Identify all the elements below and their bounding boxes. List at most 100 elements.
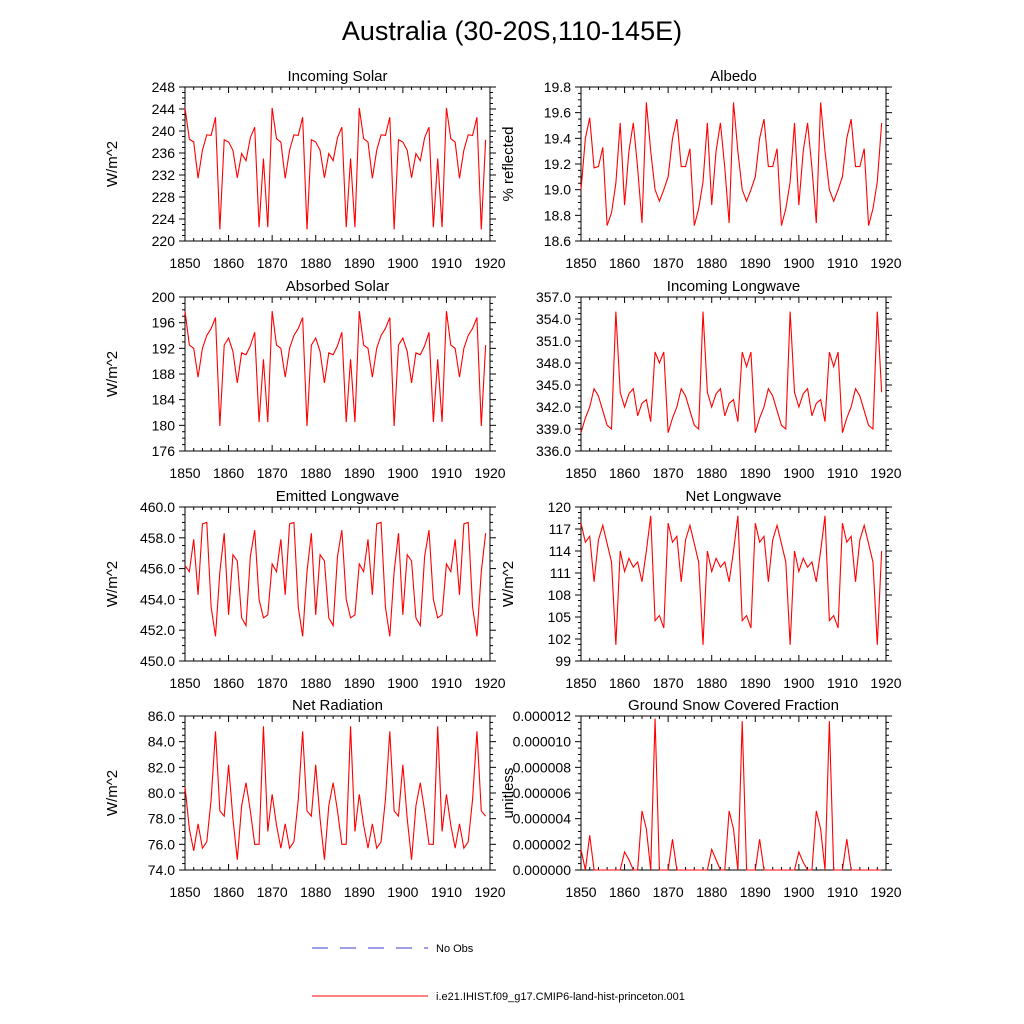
y-axis-label: W/m^2 [104,141,121,187]
y-tick-label: 86.0 [148,708,175,724]
x-tick-label: 1880 [696,675,727,691]
panel-title: Net Radiation [292,697,383,714]
x-tick-label: 1860 [609,255,640,271]
y-tick-label: 456.0 [140,561,175,577]
legend-no-obs-label: No Obs [436,943,474,955]
x-tick-label: 1870 [257,465,288,481]
x-tick-label: 1920 [870,465,901,481]
panel-title: Incoming Longwave [667,278,800,295]
y-tick-label: 188 [152,366,176,382]
panel: Net Longwave 1850 1860 1870 1880 1890 1900 1910… [500,488,902,691]
x-tick-label: 1890 [344,884,375,900]
y-tick-label: 84.0 [148,734,175,750]
y-tick-label: 19.6 [544,105,571,121]
x-tick-label: 1870 [257,675,288,691]
panel-title: Net Longwave [686,488,782,505]
y-tick-label: 240 [152,123,176,139]
y-tick-label: 18.6 [544,233,571,249]
x-tick-label: 1880 [696,255,727,271]
x-tick-label: 1850 [169,884,200,900]
x-tick-label: 1910 [827,465,858,481]
y-tick-label: 102 [548,631,572,647]
y-tick-label: 74.0 [148,862,175,878]
x-tick-label: 1910 [431,884,462,900]
x-tick-label: 1850 [169,255,200,271]
x-tick-label: 1880 [300,675,331,691]
x-tick-label: 1850 [565,465,596,481]
y-tick-label: 224 [152,211,176,227]
plot-frame [580,715,887,871]
y-axis-label: W/m^2 [104,561,121,607]
y-tick-label: 200 [152,289,176,305]
x-tick-label: 1920 [474,255,505,271]
x-tick-label: 1900 [783,675,814,691]
y-axis-label: W/m^2 [104,770,121,816]
y-tick-label: 357.0 [536,289,571,305]
y-tick-label: 248 [152,79,176,95]
x-tick-label: 1860 [213,884,244,900]
y-tick-label: 232 [152,167,176,183]
x-tick-label: 1910 [827,255,858,271]
panel: Absorbed Solar 1850 1860 1870 1880 1890 1900 19… [104,278,506,481]
x-tick-label: 1920 [870,255,901,271]
x-tick-label: 1890 [344,675,375,691]
x-tick-label: 1860 [609,884,640,900]
y-tick-label: 336.0 [536,443,571,459]
x-tick-label: 1900 [783,465,814,481]
y-tick-label: 117 [549,521,572,537]
y-axis-label: W/m^2 [104,351,121,397]
legend: No Obs i.e21.IHIST.f09_g17.CMIP6-land-hi… [312,943,685,1003]
y-tick-label: 458.0 [140,530,175,546]
y-tick-label: 19.8 [544,79,571,95]
x-tick-label: 1900 [783,255,814,271]
x-tick-label: 1920 [870,884,901,900]
x-tick-label: 1870 [653,255,684,271]
y-tick-label: 244 [152,101,176,117]
x-tick-label: 1880 [696,884,727,900]
x-tick-label: 1850 [565,675,596,691]
x-tick-label: 1870 [257,884,288,900]
y-axis-label: unitless [500,768,517,819]
y-tick-label: 196 [152,315,176,331]
series-line [184,726,487,860]
x-tick-label: 1920 [870,675,901,691]
y-tick-label: 345.0 [536,377,571,393]
x-tick-label: 1900 [387,255,418,271]
series-line [184,107,487,230]
y-tick-label: 0.000000 [513,862,572,878]
y-tick-label: 0.000012 [513,708,572,724]
y-tick-label: 76.0 [148,836,175,852]
panel-title: Emitted Longwave [276,488,399,505]
panel-title: Absorbed Solar [286,278,389,295]
y-tick-label: 0.000008 [513,759,572,775]
y-tick-label: 19.4 [544,130,571,146]
y-tick-label: 228 [152,189,176,205]
y-tick-label: 18.8 [544,207,571,223]
y-tick-label: 460.0 [140,499,175,515]
y-tick-label: 0.000002 [513,836,572,852]
x-tick-label: 1910 [431,675,462,691]
x-tick-label: 1870 [257,255,288,271]
series-line [580,515,883,645]
x-tick-label: 1890 [344,465,375,481]
y-tick-label: 0.000010 [513,734,572,750]
y-tick-label: 111 [550,565,571,581]
y-tick-label: 108 [548,587,572,603]
y-tick-label: 180 [152,417,176,433]
x-tick-label: 1910 [431,465,462,481]
panel: Ground Snow Covered Fraction 1850 1860 1870… [500,697,902,900]
x-tick-label: 1850 [565,884,596,900]
y-tick-label: 192 [152,340,176,356]
x-tick-label: 1910 [827,884,858,900]
x-tick-label: 1880 [300,465,331,481]
series-line [184,521,487,637]
x-tick-label: 1880 [300,255,331,271]
x-tick-label: 1890 [740,675,771,691]
panel-title: Incoming Solar [287,68,387,85]
series-line [580,718,882,871]
y-tick-label: 454.0 [140,591,175,607]
x-tick-label: 1880 [300,884,331,900]
y-tick-label: 351.0 [536,333,571,349]
y-tick-label: 342.0 [536,399,571,415]
